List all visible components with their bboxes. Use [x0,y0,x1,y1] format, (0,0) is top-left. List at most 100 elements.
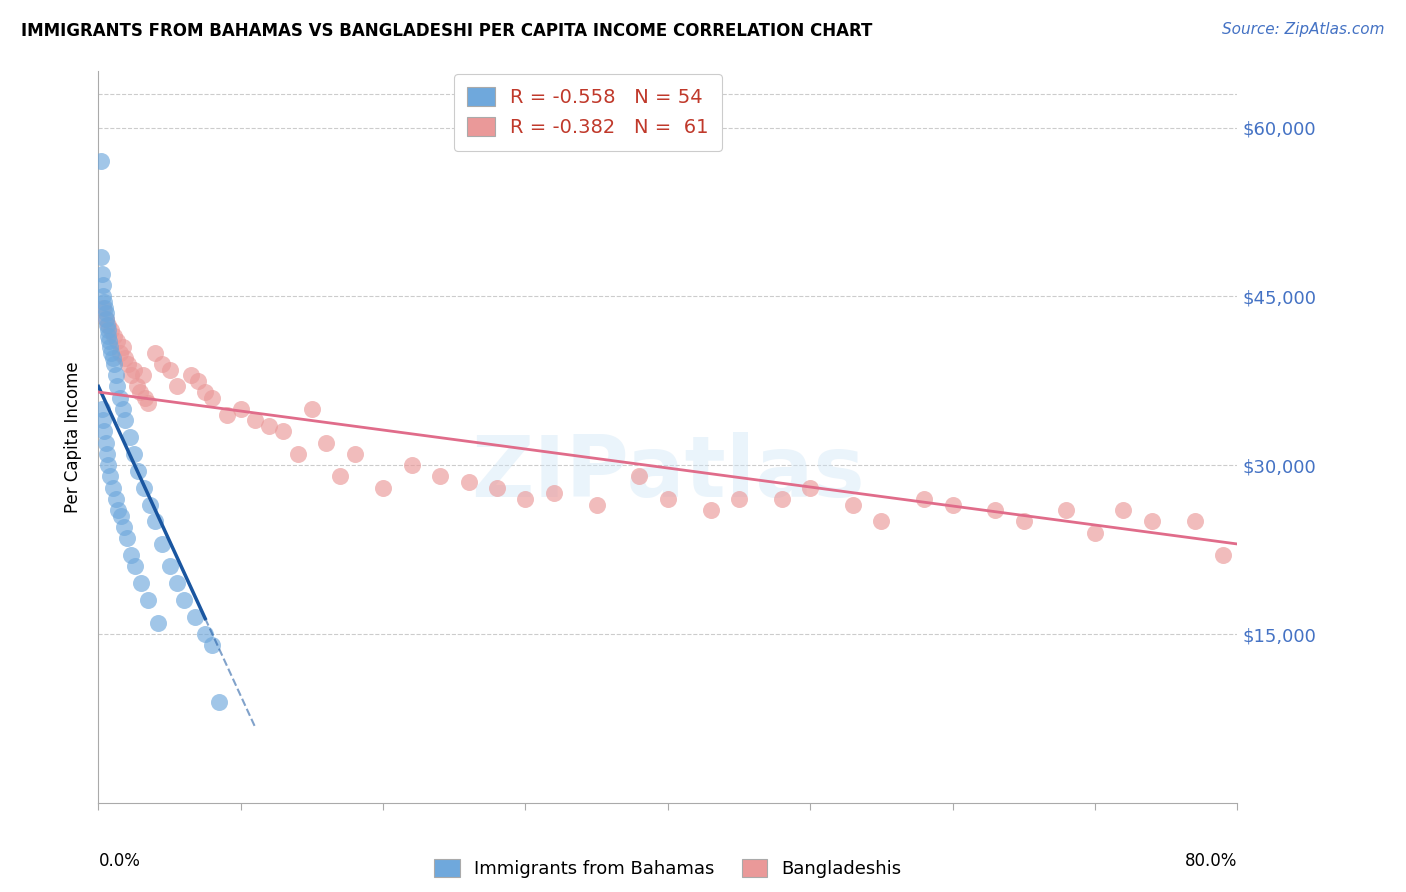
Point [1084,525,1107,540]
Point [187,374,209,388]
Point [93,295,115,310]
Point [97,328,120,343]
Point [132,481,155,495]
Point [98,340,121,354]
Point [112,520,135,534]
Point [134,391,156,405]
Point [90,154,112,169]
Point [1112,503,1135,517]
Point [136,593,159,607]
Point [100,345,122,359]
Point [125,379,148,393]
Point [93,289,115,303]
Point [628,469,651,483]
Point [728,491,751,506]
Point [96,318,118,332]
Point [129,576,152,591]
Point [259,418,281,433]
Point [159,559,181,574]
Point [984,503,1007,517]
Point [273,425,295,439]
Point [94,306,117,320]
Y-axis label: Per Capita Income: Per Capita Income [65,361,83,513]
Point [243,413,266,427]
Point [315,435,337,450]
Point [301,401,323,416]
Point [91,267,114,281]
Point [401,458,423,473]
Point [127,464,149,478]
Point [138,498,160,512]
Point [799,481,821,495]
Point [108,391,131,405]
Point [429,469,451,483]
Point [770,491,793,506]
Point [152,357,174,371]
Point [108,345,131,359]
Point [111,401,134,416]
Point [145,515,167,529]
Point [120,368,142,383]
Point [942,498,965,512]
Point [91,413,114,427]
Point [148,615,170,630]
Point [90,250,112,264]
Point [103,357,125,371]
Point [110,508,132,523]
Point [486,481,509,495]
Point [91,301,114,315]
Point [101,351,124,366]
Point [104,491,127,506]
Point [912,491,935,506]
Point [131,368,153,383]
Point [585,498,607,512]
Point [96,447,118,461]
Point [371,481,394,495]
Point [103,328,125,343]
Point [94,435,117,450]
Text: IMMIGRANTS FROM BAHAMAS VS BANGLADESHI PER CAPITA INCOME CORRELATION CHART: IMMIGRANTS FROM BAHAMAS VS BANGLADESHI P… [21,22,873,40]
Point [166,379,188,393]
Point [98,334,121,349]
Point [543,486,565,500]
Point [114,351,136,366]
Point [91,278,114,293]
Point [101,481,124,495]
Point [1012,515,1035,529]
Text: Source: ZipAtlas.com: Source: ZipAtlas.com [1222,22,1385,37]
Point [842,498,865,512]
Point [91,401,114,416]
Point [94,312,117,326]
Point [215,408,238,422]
Point [96,312,118,326]
Point [105,379,128,393]
Point [97,458,120,473]
Point [100,323,122,337]
Point [201,638,224,652]
Point [111,340,134,354]
Point [208,694,231,708]
Point [657,491,679,506]
Point [201,391,224,405]
Point [229,401,252,416]
Point [699,503,721,517]
Point [104,368,127,383]
Point [173,593,195,607]
Point [122,362,145,376]
Point [184,610,207,624]
Point [152,537,174,551]
Legend: Immigrants from Bahamas, Bangladeshis: Immigrants from Bahamas, Bangladeshis [427,852,908,885]
Text: 80.0%: 80.0% [1185,852,1237,870]
Point [457,475,479,489]
Point [114,413,136,427]
Point [145,345,167,359]
Point [287,447,309,461]
Point [93,425,115,439]
Point [159,362,181,376]
Point [1140,515,1163,529]
Point [105,334,128,349]
Point [124,559,146,574]
Point [194,627,217,641]
Point [97,318,120,332]
Point [166,576,188,591]
